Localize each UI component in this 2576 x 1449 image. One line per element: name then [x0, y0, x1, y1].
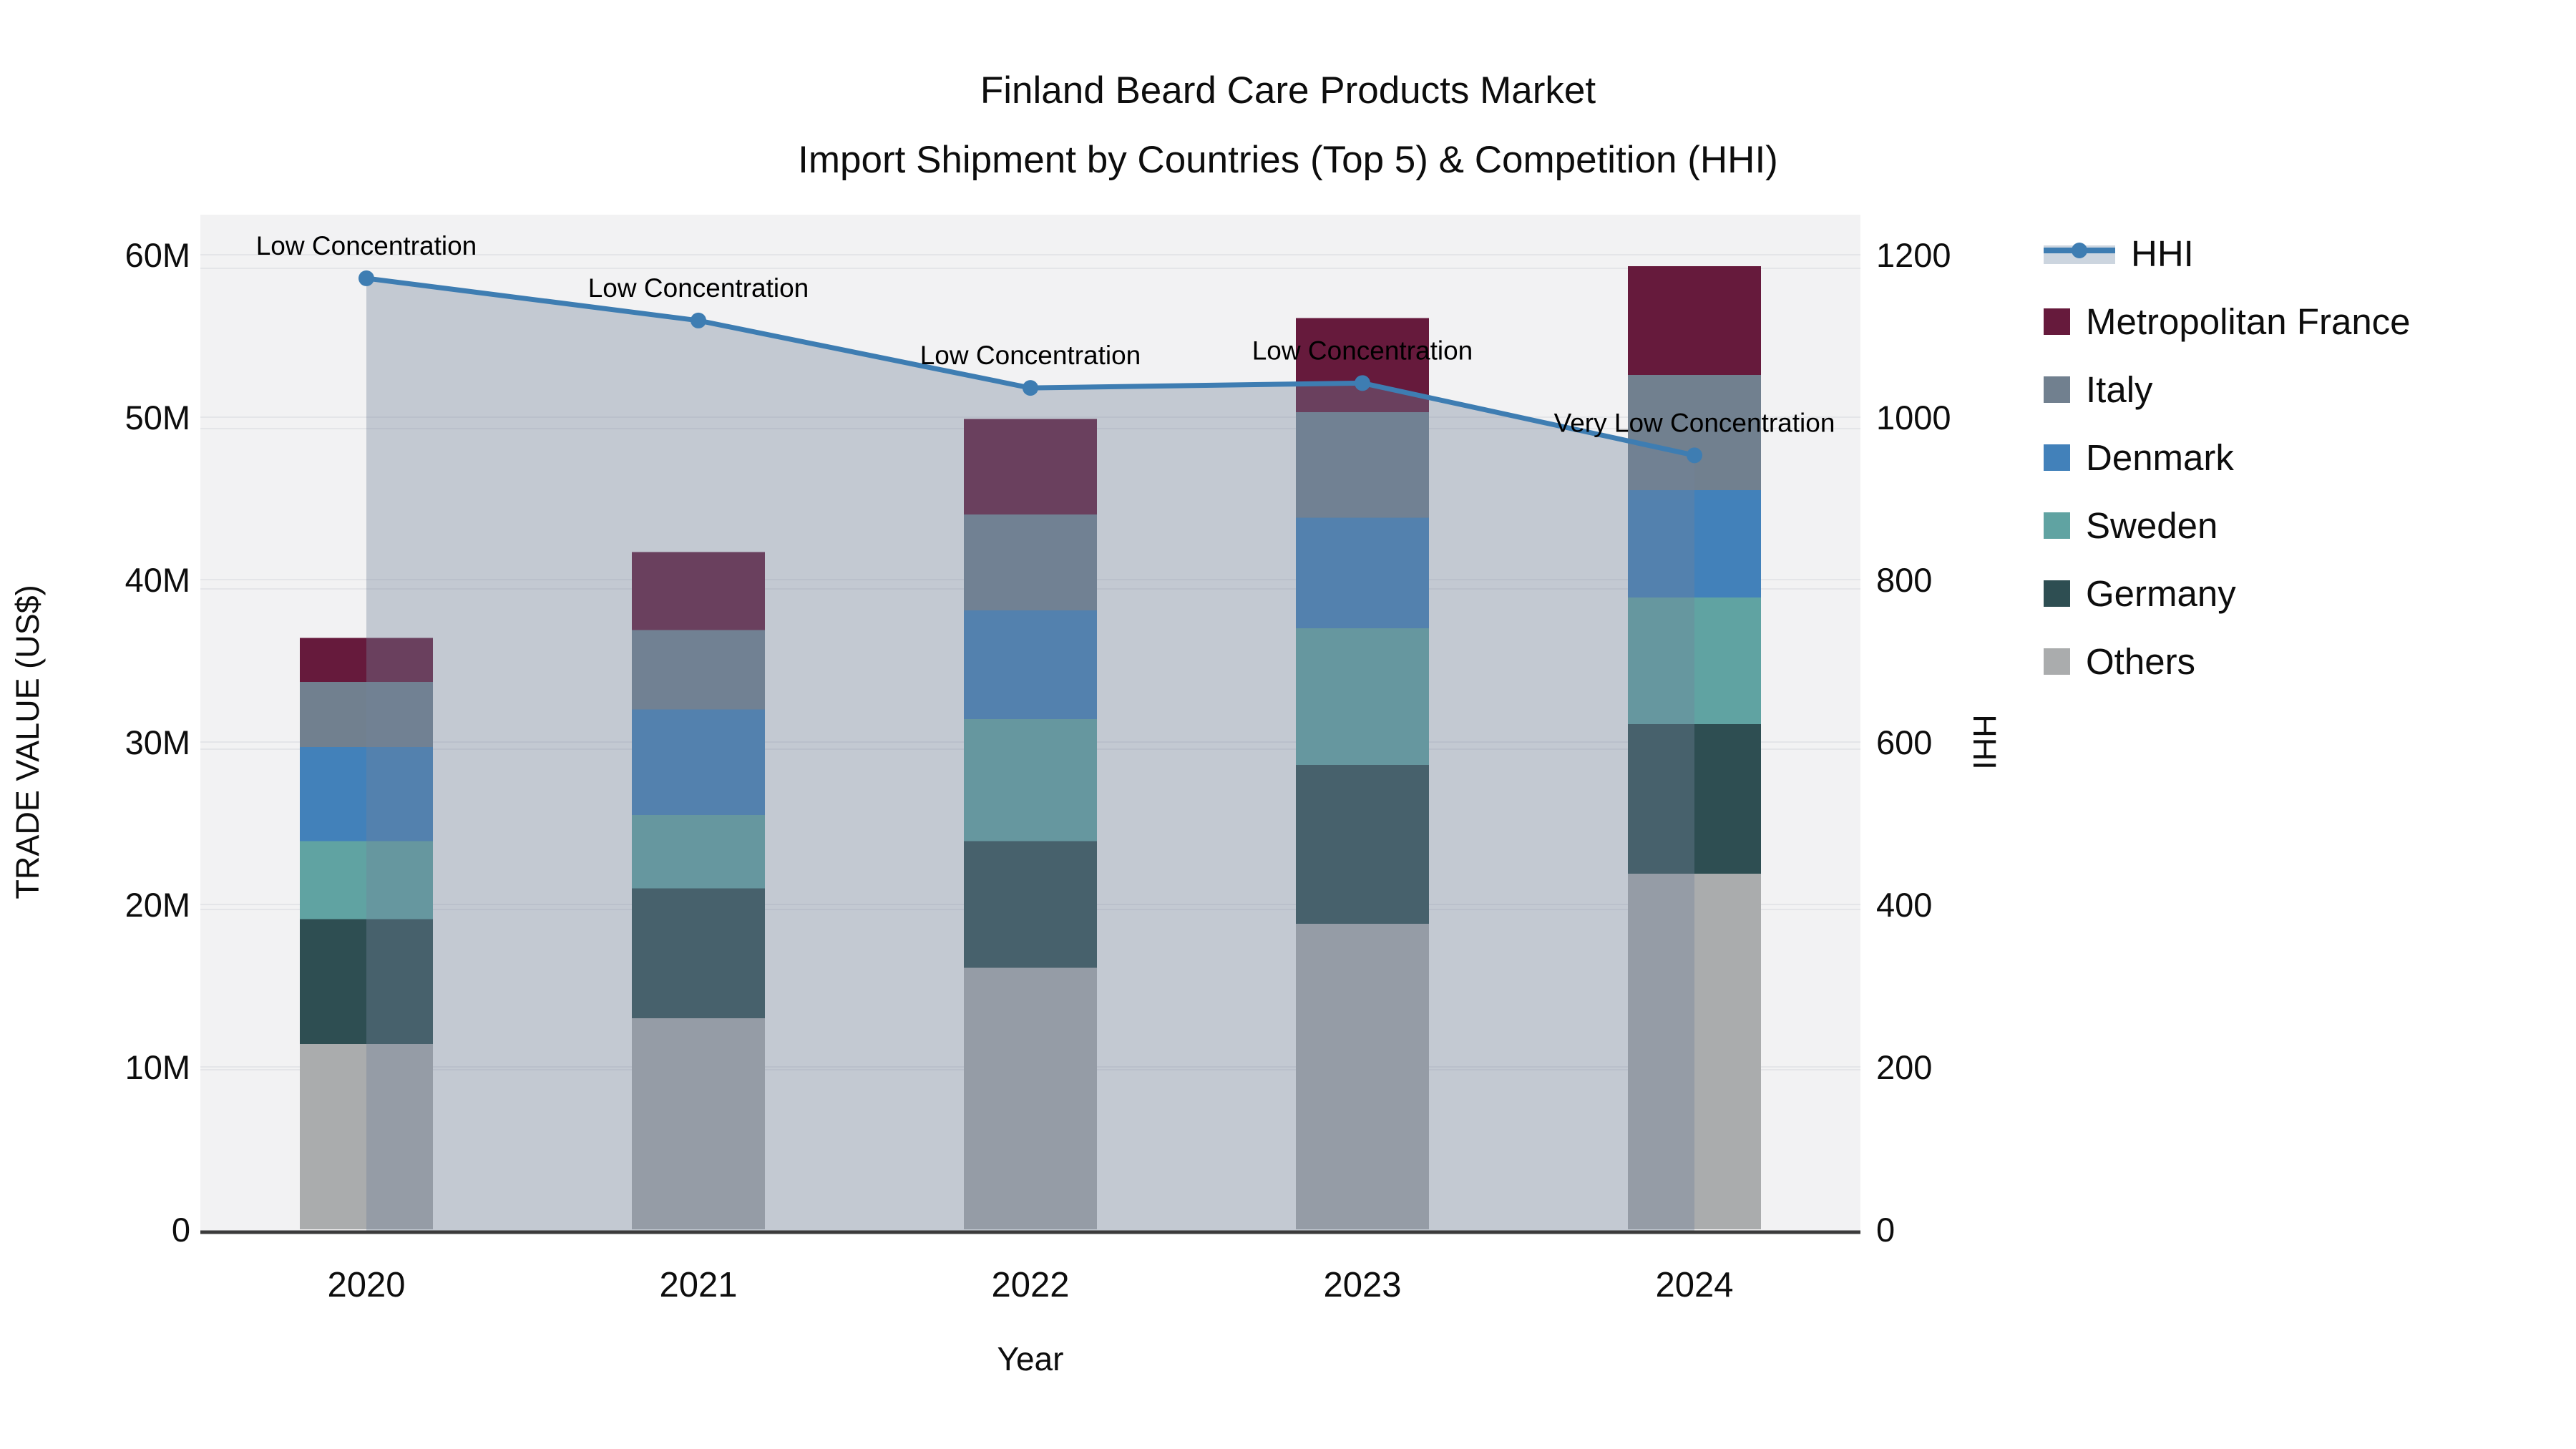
legend-item-hhi[interactable]: HHI: [2044, 233, 2411, 274]
bar-segment-2023-metropolitan-france: [1296, 318, 1429, 413]
legend-label-denmark: Denmark: [2086, 437, 2234, 478]
ytick-right-1200: 1200: [1876, 236, 1951, 274]
annotation-2022: Low Concentration: [920, 341, 1141, 370]
ytick-right-200: 200: [1876, 1048, 1932, 1086]
bar-segment-2024-metropolitan-france: [1628, 265, 1761, 375]
legend-swatch-denmark: [2044, 444, 2070, 471]
bar-segment-2023-sweden: [1296, 628, 1429, 765]
xtick-2023: 2023: [1323, 1266, 1401, 1304]
ytick-right-1000: 1000: [1876, 399, 1951, 436]
bar-segment-2020-germany: [300, 919, 433, 1045]
bar-segment-2020-sweden: [300, 841, 433, 919]
ytick-left-50M: 50M: [125, 399, 190, 436]
hhi-marker-2020: [358, 270, 374, 286]
legend-item-denmark[interactable]: Denmark: [2044, 437, 2411, 478]
bar-segment-2020-metropolitan-france: [300, 638, 433, 683]
bar-segment-2020-italy: [300, 682, 433, 747]
legend-swatch-italy: [2044, 376, 2070, 403]
xtick-2024: 2024: [1655, 1266, 1733, 1304]
ytick-left-0: 0: [172, 1211, 190, 1249]
hhi-marker-2023: [1355, 375, 1370, 391]
xtick-2022: 2022: [991, 1266, 1069, 1304]
legend-swatch-others: [2044, 648, 2070, 675]
ytick-left-10M: 10M: [125, 1048, 190, 1086]
bar-segment-2020-denmark: [300, 746, 433, 841]
xtick-2021: 2021: [659, 1266, 737, 1304]
bar-segment-2023-others: [1296, 924, 1429, 1229]
bar-segment-2022-others: [964, 967, 1097, 1229]
annotation-2024: Very Low Concentration: [1554, 408, 1835, 437]
legend-item-metropolitan-france[interactable]: Metropolitan France: [2044, 301, 2411, 342]
bar-segment-2020-others: [300, 1044, 433, 1229]
hhi-marker-2022: [1023, 380, 1038, 396]
bar-segment-2022-italy: [964, 514, 1097, 611]
legend-label-others: Others: [2086, 641, 2196, 682]
bar-segment-2022-sweden: [964, 719, 1097, 841]
legend-swatch-sweden: [2044, 512, 2070, 539]
bar-segment-2022-metropolitan-france: [964, 419, 1097, 515]
x-axis-title: Year: [997, 1340, 1064, 1377]
bar-segment-2022-germany: [964, 841, 1097, 968]
legend-label-germany: Germany: [2086, 573, 2236, 614]
chart-title-line1: Finland Beard Care Products Market: [980, 69, 1596, 112]
xtick-2020: 2020: [327, 1266, 405, 1304]
ytick-right-0: 0: [1876, 1211, 1895, 1249]
legend-item-others[interactable]: Others: [2044, 641, 2411, 682]
y-axis-title-right: HHI: [1966, 714, 2003, 770]
annotation-2021: Low Concentration: [588, 273, 809, 303]
ytick-left-30M: 30M: [125, 723, 190, 761]
ytick-right-400: 400: [1876, 886, 1932, 924]
bar-segment-2024-others: [1628, 873, 1761, 1229]
ytick-left-60M: 60M: [125, 236, 190, 274]
legend-item-germany[interactable]: Germany: [2044, 573, 2411, 614]
annotation-2023: Low Concentration: [1252, 336, 1473, 365]
hhi-marker-2021: [691, 312, 706, 328]
legend: HHI Metropolitan France Italy Denmark Sweden…: [2044, 233, 2411, 709]
bar-segment-2024-denmark: [1628, 490, 1761, 597]
bar-segment-2022-denmark: [964, 610, 1097, 720]
hhi-area-fill: [366, 278, 1694, 1232]
legend-label-hhi: HHI: [2131, 233, 2194, 274]
bar-segment-2023-italy: [1296, 412, 1429, 518]
hhi-marker-2024: [1687, 447, 1702, 464]
bar-segment-2021-sweden: [632, 815, 765, 889]
ytick-right-800: 800: [1876, 561, 1932, 599]
bar-segment-2024-sweden: [1628, 597, 1761, 725]
bar-segment-2024-italy: [1628, 374, 1761, 491]
bar-segment-2024-germany: [1628, 724, 1761, 874]
bar-segment-2023-germany: [1296, 764, 1429, 924]
legend-label-metropolitan-france: Metropolitan France: [2086, 301, 2411, 342]
bar-segment-2021-germany: [632, 888, 765, 1018]
y-axis-title-left: TRADE VALUE (US$): [9, 585, 46, 899]
ytick-left-40M: 40M: [125, 561, 190, 599]
bar-segment-2021-metropolitan-france: [632, 552, 765, 630]
ytick-right-600: 600: [1876, 723, 1932, 761]
chart-title: Finland Beard Care Products Market Impor…: [0, 56, 2576, 195]
bar-segment-2021-others: [632, 1018, 765, 1229]
legend-swatch-metropolitan-france: [2044, 308, 2070, 335]
bar-segment-2021-denmark: [632, 709, 765, 816]
ytick-left-20M: 20M: [125, 886, 190, 924]
annotation-2020: Low Concentration: [256, 231, 477, 260]
bar-segment-2021-italy: [632, 630, 765, 710]
legend-item-italy[interactable]: Italy: [2044, 369, 2411, 410]
hhi-legend-swatch-icon: [2044, 242, 2115, 264]
legend-item-sweden[interactable]: Sweden: [2044, 505, 2411, 546]
legend-swatch-germany: [2044, 580, 2070, 607]
chart-title-line2: Import Shipment by Countries (Top 5) & C…: [798, 139, 1778, 181]
legend-label-sweden: Sweden: [2086, 505, 2218, 546]
legend-label-italy: Italy: [2086, 369, 2153, 410]
bar-segment-2023-denmark: [1296, 517, 1429, 629]
